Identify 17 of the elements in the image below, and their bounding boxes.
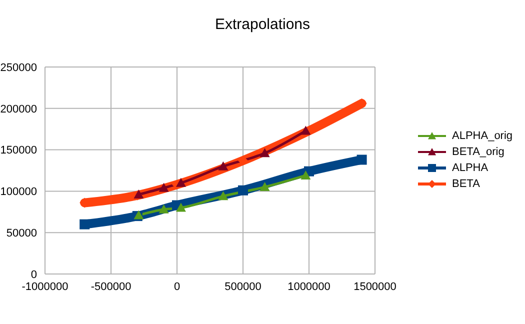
y-tick-label: 50000 <box>6 228 37 240</box>
x-tick-label: 500000 <box>224 280 262 293</box>
x-tick-label: 1000000 <box>288 280 330 293</box>
x-tick-label: -1000000 <box>22 280 68 293</box>
y-tick-label: 150000 <box>0 144 37 157</box>
x-tick-label: -500000 <box>90 280 132 293</box>
legend-label: ALPHA_orig <box>452 130 513 142</box>
y-tick-label: 200000 <box>0 103 37 116</box>
legend-label: ALPHA <box>452 162 488 174</box>
chart-title: Extrapolations <box>214 16 312 33</box>
y-tick-label: 100000 <box>0 186 37 198</box>
x-tick-label: 0 <box>174 280 180 293</box>
legend-label: BETA <box>452 178 480 190</box>
y-tick-label: 250000 <box>0 62 37 74</box>
y-tick-label: 0 <box>30 268 37 281</box>
x-tick-label: 1500000 <box>354 280 396 293</box>
legend-label: BETA_orig <box>452 146 504 158</box>
